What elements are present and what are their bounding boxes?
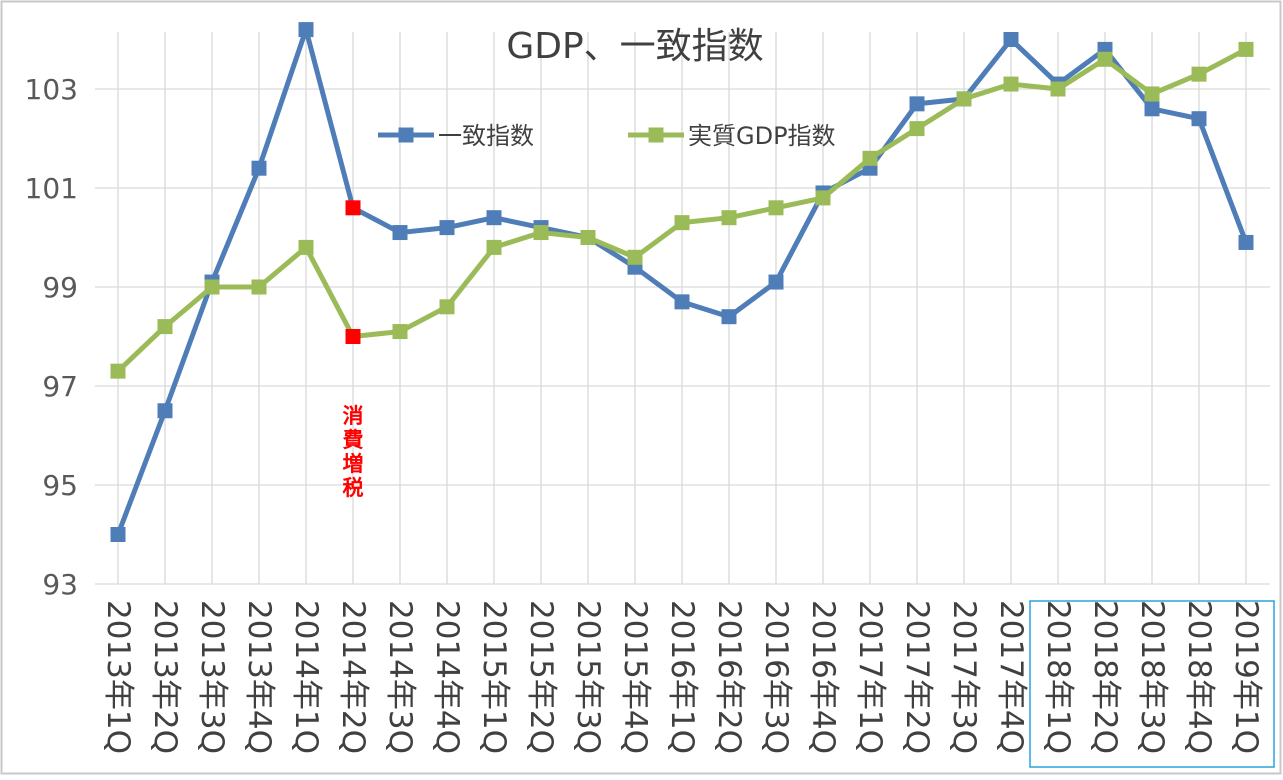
data-point xyxy=(721,210,737,226)
legend-marker xyxy=(648,127,664,143)
y-tick-label: 99 xyxy=(42,271,78,304)
legend-label: 実質GDP指数 xyxy=(688,122,836,150)
data-point xyxy=(768,200,784,216)
y-tick-label: 93 xyxy=(42,568,78,601)
y-tick-label: 97 xyxy=(42,370,78,403)
x-tick-label: 2013年2Q xyxy=(147,600,183,754)
data-point xyxy=(674,215,690,231)
data-point xyxy=(580,230,596,245)
x-tick-label: 2013年1Q xyxy=(100,600,136,754)
series-2 xyxy=(110,41,1254,379)
y-tick-label: 103 xyxy=(25,73,78,106)
x-tick-label: 2014年3Q xyxy=(382,600,418,754)
x-tick-label: 2015年3Q xyxy=(570,600,606,754)
data-point xyxy=(110,527,126,542)
y-tick-label: 101 xyxy=(25,172,78,205)
data-point xyxy=(251,279,267,295)
series-layer xyxy=(110,22,1254,542)
data-point xyxy=(392,324,408,340)
x-axis: 2013年1Q 2013年2Q 2013年3Q 2013年4Q 2014年1Q 2014年… xyxy=(100,600,1264,754)
x-tick-label: 2014年2Q xyxy=(335,600,371,754)
data-point xyxy=(439,299,455,315)
x-tick-label: 2016年3Q xyxy=(758,600,794,754)
data-point xyxy=(909,121,925,137)
data-point xyxy=(956,91,972,107)
data-point xyxy=(439,220,455,236)
highlight-box-2018-2019 xyxy=(1029,600,1275,768)
data-point xyxy=(251,160,267,176)
chart-title: GDP、一致指数 xyxy=(506,26,763,67)
data-point xyxy=(1003,76,1019,92)
data-point xyxy=(298,22,314,38)
data-point xyxy=(815,190,831,206)
x-tick-label: 2015年1Q xyxy=(476,600,512,754)
annotation-char: 費 xyxy=(343,428,364,452)
data-point xyxy=(1003,32,1019,47)
data-point xyxy=(486,239,502,255)
x-tick-label: 2019年1Q xyxy=(1228,600,1264,754)
x-tick-label: 2015年4Q xyxy=(617,600,653,754)
x-tick-label: 2016年2Q xyxy=(711,600,747,754)
data-point xyxy=(345,329,361,344)
x-tick-label: 2014年1Q xyxy=(288,600,324,754)
x-tick-label: 2018年2Q xyxy=(1087,600,1123,754)
x-tick-label: 2013年3Q xyxy=(194,600,230,754)
data-point xyxy=(345,200,361,216)
legend-label: 一致指数 xyxy=(438,122,534,150)
data-point xyxy=(768,274,784,290)
data-point xyxy=(1238,41,1254,57)
x-tick-label: 2016年1Q xyxy=(664,600,700,754)
x-tick-label: 2017年1Q xyxy=(852,600,888,754)
y-axis: 93 95 97 99 101 103 xyxy=(25,73,78,601)
data-point xyxy=(862,150,878,166)
data-point xyxy=(627,249,643,265)
data-point xyxy=(1191,111,1207,127)
x-tick-label: 2016年4Q xyxy=(805,600,841,754)
x-tick-label: 2017年2Q xyxy=(899,600,935,754)
data-point xyxy=(1097,51,1113,67)
data-point xyxy=(110,363,126,379)
data-point xyxy=(157,319,173,335)
x-tick-label: 2017年3Q xyxy=(946,600,982,754)
data-point xyxy=(1144,86,1160,102)
data-point xyxy=(1050,81,1066,97)
x-tick-label: 2014年4Q xyxy=(429,600,465,754)
data-point xyxy=(392,225,408,241)
data-point xyxy=(1144,101,1160,117)
x-tick-label: 2015年2Q xyxy=(523,600,559,754)
annotation-char: 増 xyxy=(343,452,364,476)
data-point xyxy=(721,309,737,325)
x-tick-label: 2018年3Q xyxy=(1134,600,1170,754)
data-point xyxy=(1238,234,1254,250)
data-point xyxy=(204,279,220,295)
legend-marker xyxy=(398,127,414,143)
x-tick-label: 2018年1Q xyxy=(1040,600,1076,754)
annotation-char: 消 xyxy=(343,404,364,428)
x-tick-label: 2018年4Q xyxy=(1181,600,1217,754)
data-point xyxy=(674,294,690,310)
data-point xyxy=(298,239,314,255)
y-tick-label: 95 xyxy=(42,469,78,502)
annotation-char: 税 xyxy=(343,476,364,500)
data-point xyxy=(1191,66,1207,82)
x-tick-label: 2013年4Q xyxy=(241,600,277,754)
data-point xyxy=(533,225,549,241)
legend: 一致指数 実質GDP指数 xyxy=(378,122,836,150)
data-point xyxy=(486,210,502,226)
data-point xyxy=(157,403,173,419)
x-tick-label: 2017年4Q xyxy=(993,600,1029,754)
data-point xyxy=(909,96,925,112)
